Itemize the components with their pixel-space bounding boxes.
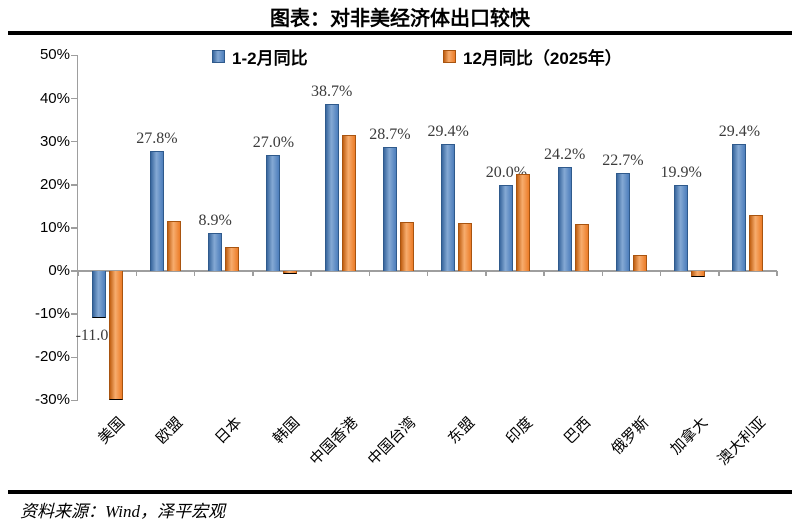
x-axis-tick: [776, 271, 778, 276]
y-axis-tick: [71, 227, 78, 229]
x-axis-tick: [426, 271, 429, 276]
value-label: 19.9%: [660, 164, 702, 182]
value-label: 27.0%: [252, 133, 295, 151]
bar-series2-美国: [108, 271, 123, 401]
x-axis-tick: [601, 271, 603, 276]
x-axis-tick: [368, 271, 370, 276]
bar-series2-俄罗斯: [632, 255, 647, 271]
top-rule: [8, 31, 792, 35]
value-label: 27.8%: [136, 130, 178, 148]
y-tick-label: -20%: [34, 348, 70, 366]
bar-series1-中国台湾: [382, 147, 397, 271]
legend-swatch-series2-icon: [443, 50, 456, 63]
y-tick-label: 40%: [39, 89, 70, 107]
x-axis-tick: [193, 271, 196, 276]
legend-item-series1: 1-2月同比: [212, 44, 308, 69]
x-axis-tick: [485, 271, 487, 276]
bar-series1-巴西: [557, 166, 572, 271]
x-axis-tick: [543, 271, 545, 276]
y-tick-label: -30%: [34, 391, 70, 409]
y-axis-tick: [71, 356, 78, 358]
x-category-label: 澳大利亚: [715, 414, 770, 469]
y-axis-tick: [71, 313, 78, 315]
bar-series2-澳大利亚: [749, 214, 764, 271]
bar-series2-中国香港: [341, 135, 356, 271]
value-label: 24.2%: [543, 145, 586, 163]
x-axis-tick: [659, 271, 662, 276]
bar-series1-俄罗斯: [615, 173, 630, 271]
value-label: -11.0%: [75, 327, 122, 345]
value-label: 38.7%: [310, 83, 353, 101]
y-tick-label: 0%: [48, 262, 70, 279]
y-axis-tick: [71, 399, 78, 402]
bar-series1-中国香港: [324, 104, 339, 271]
y-tick-label: 30%: [39, 132, 70, 150]
y-tick-label: 50%: [39, 46, 70, 64]
value-label: 29.4%: [718, 123, 761, 141]
y-tick-label: 10%: [39, 218, 70, 236]
bar-series1-加拿大: [674, 185, 689, 271]
bar-series2-东盟: [458, 222, 473, 271]
x-axis-tick: [252, 271, 254, 276]
bar-series1-美国: [91, 271, 106, 319]
x-axis-tick: [718, 271, 720, 276]
x-category-label: 印度: [503, 414, 537, 448]
bar-series2-韩国: [283, 271, 298, 275]
value-label: 28.7%: [369, 126, 411, 144]
bar-series1-东盟: [441, 144, 456, 271]
y-axis-tick: [71, 270, 78, 272]
y-axis-tick: [71, 54, 78, 57]
legend: 1-2月同比 12月同比（2025年）: [0, 44, 800, 68]
bar-series1-韩国: [266, 154, 281, 271]
bar-series1-印度: [499, 184, 514, 271]
bar-series1-欧盟: [149, 151, 164, 271]
value-label: 29.4%: [427, 123, 469, 141]
y-tick-label: 20%: [39, 175, 70, 193]
x-axis-tick: [310, 271, 312, 276]
legend-item-series2: 12月同比（2025年）: [443, 44, 622, 69]
legend-label-series1: 1-2月同比: [232, 49, 308, 68]
bar-series2-日本: [225, 247, 240, 271]
legend-label-series2: 12月同比（2025年）: [463, 49, 622, 68]
bar-series1-澳大利亚: [732, 144, 747, 271]
bar-series1-日本: [208, 232, 223, 271]
bar-series2-欧盟: [166, 221, 181, 271]
y-axis-tick: [71, 140, 78, 143]
bar-series2-中国台湾: [399, 222, 414, 271]
legend-swatch-series1-icon: [212, 50, 225, 63]
bottom-rule: [8, 490, 792, 494]
bar-series2-加拿大: [691, 271, 706, 278]
value-label: 20.0%: [485, 163, 528, 181]
source-note: 资料来源：Wind，泽平宏观: [20, 502, 225, 521]
x-axis-tick: [135, 271, 137, 276]
y-axis-tick: [71, 184, 78, 186]
bar-series2-印度: [516, 174, 531, 271]
x-axis-tick: [77, 271, 79, 276]
y-tick-label: -10%: [34, 305, 70, 323]
page-title: 图表：对非美经济体出口较快: [270, 8, 530, 30]
y-axis-tick: [71, 97, 78, 100]
bar-series2-巴西: [574, 223, 589, 271]
value-label: 22.7%: [602, 152, 644, 170]
value-label: 8.9%: [198, 211, 232, 229]
